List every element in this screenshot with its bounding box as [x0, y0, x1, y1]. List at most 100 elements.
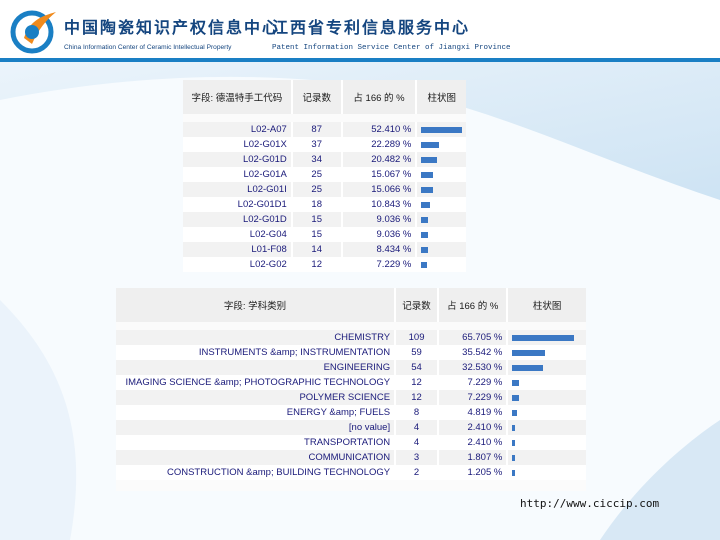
- column-header-bar: 柱状图: [416, 80, 466, 114]
- column-header-percent: 占 166 的 %: [341, 80, 418, 114]
- row-bar: [421, 171, 434, 178]
- table-row: L02-A07 87 52.410 %: [183, 122, 466, 137]
- row-bar-cell: [507, 375, 586, 390]
- column-header-percent: 占 166 的 %: [438, 288, 509, 322]
- table-row: INSTRUMENTS &amp; INSTRUMENTATION 59 35.54…: [116, 345, 586, 360]
- row-percent: 2.410 %: [438, 435, 509, 450]
- row-bar: [512, 409, 518, 416]
- row-label: CHEMISTRY: [116, 330, 397, 345]
- row-percent: 52.410 %: [341, 122, 418, 137]
- row-count: 14: [291, 242, 343, 257]
- row-bar-cell: [507, 450, 586, 465]
- column-header-field: 字段: 学科类别: [116, 288, 397, 322]
- row-label: ENGINEERING: [116, 360, 397, 375]
- row-label: L02-G04: [183, 227, 293, 242]
- row-bar: [421, 186, 434, 193]
- table-row: ENGINEERING 54 32.530 %: [116, 360, 586, 375]
- manual-code-table: 字段: 德温特手工代码 记录数 占 166 的 % 柱状图 L02-A07 87 5…: [183, 80, 466, 272]
- header-divider: [0, 58, 720, 62]
- row-bar-cell: [416, 242, 466, 257]
- row-bar-cell: [416, 137, 466, 152]
- row-percent: 4.819 %: [438, 405, 509, 420]
- table-row: L02-G01D1 18 10.843 %: [183, 197, 466, 212]
- row-bar-cell: [507, 390, 586, 405]
- table-row: L02-G01I 25 15.066 %: [183, 182, 466, 197]
- table-row: [no value] 4 2.410 %: [116, 420, 586, 435]
- table-row: L02-G01X 37 22.289 %: [183, 137, 466, 152]
- table-row: IMAGING SCIENCE &amp; PHOTOGRAPHIC TECHN…: [116, 375, 586, 390]
- row-percent: 1.205 %: [438, 465, 509, 480]
- row-label: L02-G01A: [183, 167, 293, 182]
- row-percent: 10.843 %: [341, 197, 418, 212]
- row-count: 59: [395, 345, 440, 360]
- row-bar-cell: [507, 330, 586, 345]
- org-name-en-1: China Information Center of Ceramic Inte…: [64, 44, 232, 51]
- row-label: L02-G01X: [183, 137, 293, 152]
- row-label: L02-G01I: [183, 182, 293, 197]
- table-row: ENERGY &amp; FUELS 8 4.819 %: [116, 405, 586, 420]
- row-percent: 1.807 %: [438, 450, 509, 465]
- subject-category-table: 字段: 学科类别 记录数 占 166 的 % 柱状图 CHEMISTRY 109 6…: [116, 288, 586, 480]
- row-percent: 2.410 %: [438, 420, 509, 435]
- row-percent: 7.229 %: [341, 257, 418, 272]
- table-row: L02-G01D 15 9.036 %: [183, 212, 466, 227]
- column-header-bar: 柱状图: [507, 288, 586, 322]
- row-bar-cell: [416, 152, 466, 167]
- row-label: L02-G02: [183, 257, 293, 272]
- row-bar: [512, 439, 516, 446]
- row-count: 54: [395, 360, 440, 375]
- row-percent: 20.482 %: [341, 152, 418, 167]
- row-bar-cell: [416, 227, 466, 242]
- manual-code-table-panel: 字段: 德温特手工代码 记录数 占 166 的 % 柱状图 L02-A07 87 5…: [183, 80, 466, 272]
- row-bar: [512, 379, 520, 386]
- row-bar: [512, 469, 516, 476]
- row-count: 25: [291, 167, 343, 182]
- column-header-count: 记录数: [395, 288, 440, 322]
- row-bar: [512, 364, 544, 371]
- row-label: CONSTRUCTION &amp; BUILDING TECHNOLOGY: [116, 465, 397, 480]
- row-count: 4: [395, 420, 440, 435]
- row-count: 25: [291, 182, 343, 197]
- row-bar: [512, 394, 520, 401]
- row-percent: 35.542 %: [438, 345, 509, 360]
- row-bar-cell: [507, 345, 586, 360]
- row-count: 12: [395, 390, 440, 405]
- row-bar: [512, 334, 575, 341]
- row-bar-cell: [416, 182, 466, 197]
- row-percent: 32.530 %: [438, 360, 509, 375]
- footer-url: http://www.ciccip.com: [520, 497, 660, 510]
- table-row: CHEMISTRY 109 65.705 %: [116, 330, 586, 345]
- row-percent: 9.036 %: [341, 212, 418, 227]
- row-label: INSTRUMENTS &amp; INSTRUMENTATION: [116, 345, 397, 360]
- row-bar-cell: [507, 420, 586, 435]
- table-row: TRANSPORTATION 4 2.410 %: [116, 435, 586, 450]
- row-count: 15: [291, 227, 343, 242]
- row-bar-cell: [416, 212, 466, 227]
- row-count: 87: [291, 122, 343, 137]
- table-row: L01-F08 14 8.434 %: [183, 242, 466, 257]
- row-bar: [421, 141, 440, 148]
- row-bar: [512, 349, 546, 356]
- row-bar: [421, 201, 431, 208]
- row-bar-cell: [507, 465, 586, 480]
- table-row: COMMUNICATION 3 1.807 %: [116, 450, 586, 465]
- row-count: 12: [395, 375, 440, 390]
- header: 中国陶瓷知识产权信息中心 China Information Center of…: [0, 0, 720, 60]
- row-count: 12: [291, 257, 343, 272]
- row-label: [no value]: [116, 420, 397, 435]
- row-count: 15: [291, 212, 343, 227]
- row-label: L01-F08: [183, 242, 293, 257]
- org-name-cn-1: 中国陶瓷知识产权信息中心: [64, 18, 281, 37]
- row-bar-cell: [507, 435, 586, 450]
- row-label: L02-G01D1: [183, 197, 293, 212]
- row-bar: [421, 231, 429, 238]
- row-percent: 7.229 %: [438, 375, 509, 390]
- row-count: 8: [395, 405, 440, 420]
- row-label: ENERGY &amp; FUELS: [116, 405, 397, 420]
- row-bar: [421, 126, 463, 133]
- row-count: 4: [395, 435, 440, 450]
- row-bar-cell: [416, 167, 466, 182]
- table-row: L02-G02 12 7.229 %: [183, 257, 466, 272]
- row-count: 2: [395, 465, 440, 480]
- row-count: 3: [395, 450, 440, 465]
